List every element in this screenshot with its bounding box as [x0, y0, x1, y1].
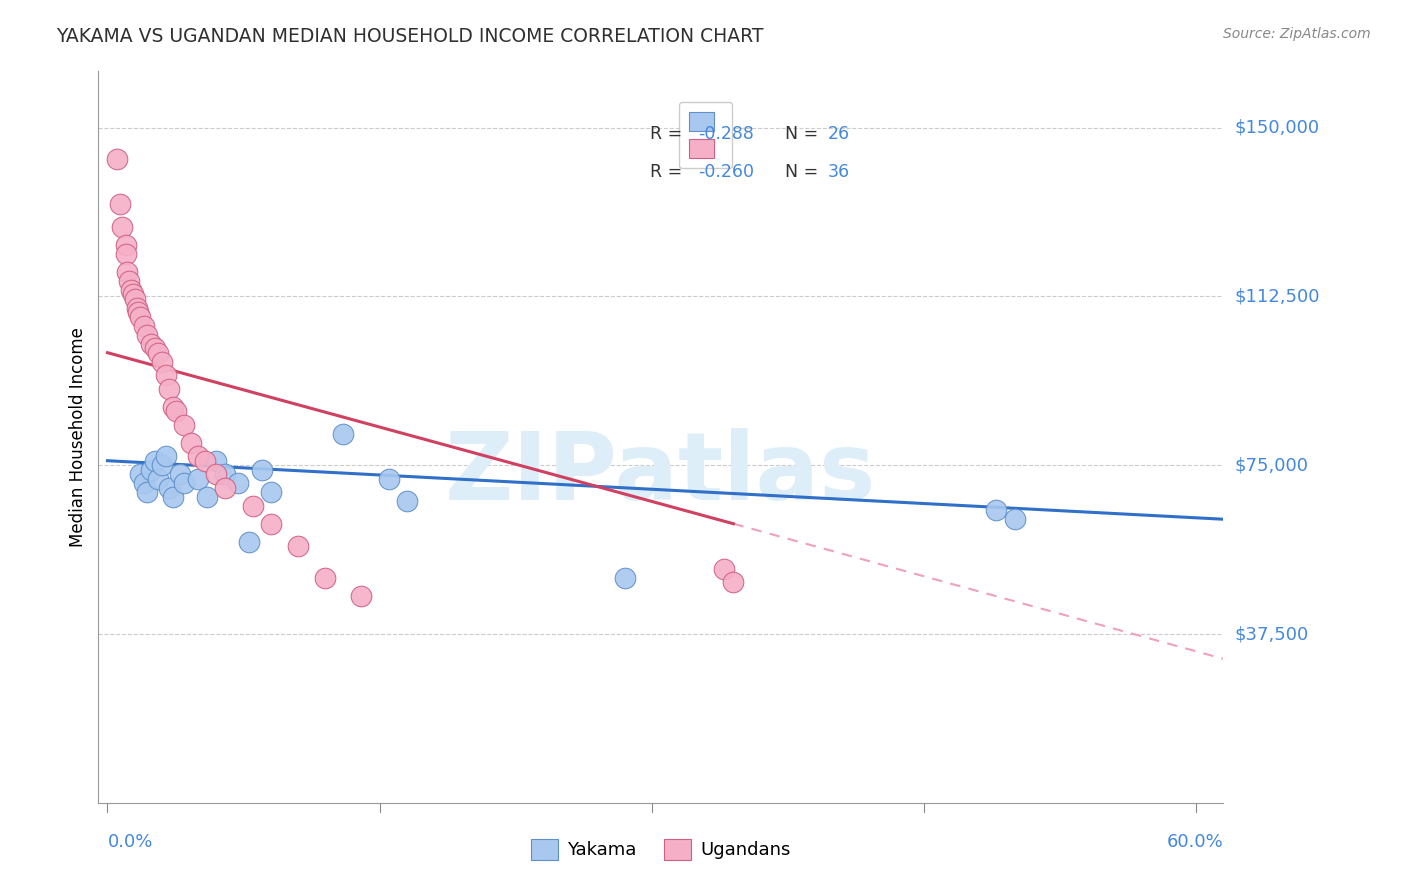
Text: N =: N =: [785, 125, 824, 143]
Point: [117, 265, 139, 279]
Point: [332, 426, 354, 441]
Text: $112,500: $112,500: [1234, 287, 1320, 305]
Point: [132, 476, 155, 491]
Point: [122, 287, 145, 301]
Text: 0.0%: 0.0%: [107, 833, 153, 851]
Point: [226, 476, 249, 491]
Point: [287, 539, 309, 553]
Point: [127, 305, 149, 319]
Point: [118, 274, 141, 288]
Point: [242, 499, 264, 513]
Point: [214, 467, 236, 482]
Point: [136, 485, 159, 500]
Point: [129, 310, 152, 324]
Point: [108, 197, 131, 211]
Point: [165, 404, 187, 418]
Text: R =: R =: [650, 163, 688, 181]
Point: [157, 481, 180, 495]
Point: [136, 327, 159, 342]
Point: [124, 292, 146, 306]
Point: [195, 490, 218, 504]
Point: [139, 463, 162, 477]
Point: [139, 336, 162, 351]
Point: [150, 354, 173, 368]
Point: [173, 476, 195, 491]
Point: [148, 345, 170, 359]
Point: [260, 485, 283, 500]
Point: [125, 301, 148, 315]
Point: [169, 467, 191, 482]
Text: N =: N =: [785, 163, 824, 181]
Point: [173, 417, 195, 432]
Text: ZIPatlas: ZIPatlas: [446, 427, 876, 520]
Point: [205, 467, 228, 482]
Y-axis label: Median Household Income: Median Household Income: [69, 327, 87, 547]
Point: [114, 237, 136, 252]
Text: -0.288: -0.288: [697, 125, 754, 143]
Text: YAKAMA VS UGANDAN MEDIAN HOUSEHOLD INCOME CORRELATION CHART: YAKAMA VS UGANDAN MEDIAN HOUSEHOLD INCOM…: [56, 27, 763, 45]
Point: [314, 571, 336, 585]
Point: [350, 589, 373, 603]
Point: [238, 534, 260, 549]
Point: [120, 283, 142, 297]
Point: [395, 494, 418, 508]
Text: -0.260: -0.260: [697, 163, 754, 181]
Text: 26: 26: [827, 125, 849, 143]
Text: Source: ZipAtlas.com: Source: ZipAtlas.com: [1223, 27, 1371, 41]
Point: [155, 449, 177, 463]
Point: [180, 435, 202, 450]
Point: [986, 503, 1008, 517]
Point: [214, 481, 236, 495]
Point: [205, 453, 228, 467]
Point: [162, 400, 184, 414]
Point: [377, 472, 399, 486]
Point: [187, 449, 209, 463]
Point: [105, 152, 128, 166]
Point: [143, 341, 166, 355]
Point: [250, 463, 273, 477]
Point: [150, 458, 173, 473]
Text: $150,000: $150,000: [1234, 119, 1319, 136]
Point: [613, 571, 636, 585]
Text: R =: R =: [650, 125, 688, 143]
Point: [162, 490, 184, 504]
Point: [132, 318, 155, 333]
Point: [723, 575, 745, 590]
Point: [260, 516, 283, 531]
Text: 60.0%: 60.0%: [1167, 833, 1223, 851]
Point: [111, 219, 134, 234]
Point: [148, 472, 170, 486]
Point: [155, 368, 177, 383]
Text: $37,500: $37,500: [1234, 625, 1309, 643]
Legend: Yakama, Ugandans: Yakama, Ugandans: [524, 831, 797, 867]
Point: [194, 453, 217, 467]
Text: 36: 36: [827, 163, 849, 181]
Point: [713, 562, 735, 576]
Text: $75,000: $75,000: [1234, 456, 1309, 475]
Point: [129, 467, 152, 482]
Point: [1004, 512, 1026, 526]
Point: [157, 382, 180, 396]
Point: [143, 453, 166, 467]
Point: [187, 472, 209, 486]
Point: [114, 246, 136, 260]
